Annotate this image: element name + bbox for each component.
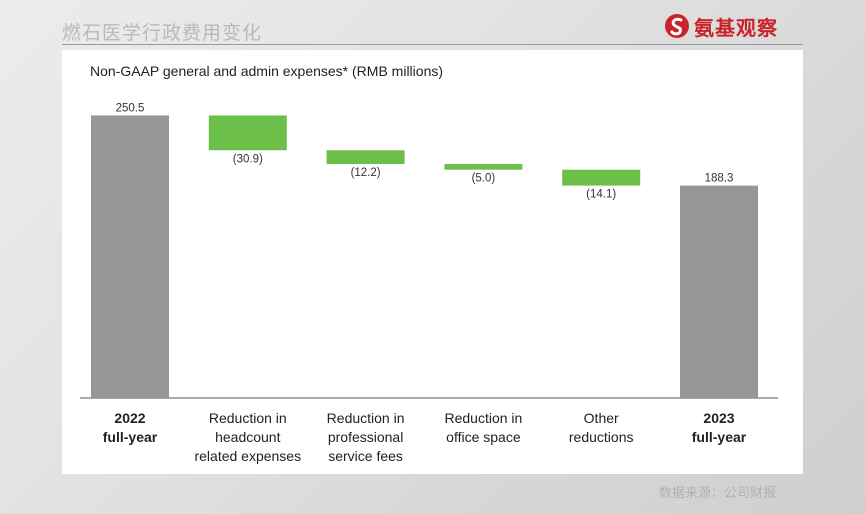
category-label-line: office space (446, 429, 521, 445)
category-label-line: reductions (568, 429, 634, 445)
category-label-line: 2022 (114, 410, 146, 426)
data-label: (14.1) (586, 189, 616, 201)
data-label: 188.3 (705, 173, 734, 185)
category-label: Other reductions (536, 409, 666, 447)
data-label: (5.0) (472, 173, 496, 185)
source-note: 数据来源：公司财报 (659, 486, 777, 501)
logo-text: 氨基观察 (694, 15, 778, 40)
header-divider (62, 44, 803, 45)
reduction-bar (208, 115, 287, 151)
reduction-bar (444, 164, 523, 170)
category-label-line: professional (327, 429, 404, 445)
data-label: (12.2) (351, 167, 381, 179)
category-label-line: headcount (215, 429, 281, 445)
waterfall-chart: 250.5 (30.9) (12.2) (5.0) (14.1) 188.3 (80, 102, 778, 399)
category-label-line: full-year (691, 429, 747, 445)
reduction-bar (326, 150, 405, 165)
page-title: 燃石医学行政费用变化 (62, 22, 263, 44)
category-label: Reduction in office space (418, 409, 548, 447)
logo-mark-icon (665, 14, 689, 38)
category-label-line: Reduction in (326, 410, 405, 426)
category-label-line: Reduction in (208, 410, 287, 426)
category-label-line: full-year (102, 429, 158, 445)
category-label: Reduction in headcount related expenses (183, 409, 313, 466)
category-label-line: Reduction in (444, 410, 523, 426)
category-label: 2023 full-year (654, 409, 784, 447)
data-label: 250.5 (116, 102, 145, 114)
category-label-line: Other (583, 410, 619, 426)
category-label: Reduction in professional service fees (301, 409, 431, 466)
total-bar (91, 115, 169, 398)
data-label: (30.9) (233, 153, 263, 165)
category-label-line: service fees (328, 448, 403, 464)
brand-logo: 氨基观察 (664, 11, 778, 41)
reduction-bar (562, 169, 641, 186)
category-label-line: related expenses (194, 448, 302, 464)
chart-title: Non-GAAP general and admin expenses* (RM… (90, 63, 444, 79)
total-bar (680, 185, 758, 398)
category-label-line: 2023 (703, 410, 735, 426)
chart-panel: Non-GAAP general and admin expenses* (RM… (62, 50, 803, 474)
category-label: 2022 full-year (65, 409, 195, 447)
